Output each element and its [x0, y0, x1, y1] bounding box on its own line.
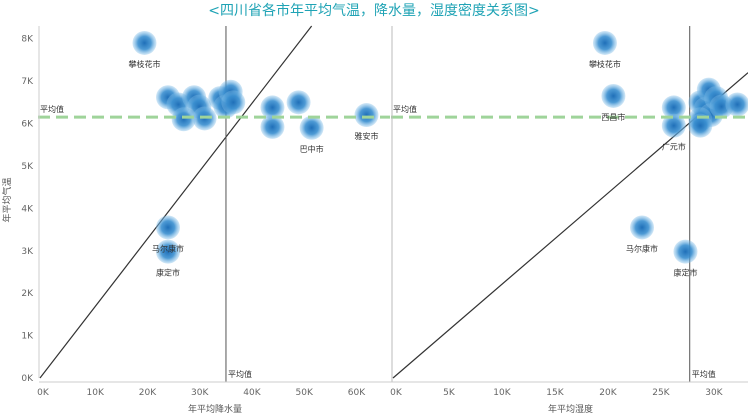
- x-tick-label: 0K: [37, 388, 50, 398]
- bubble-point: [601, 83, 626, 108]
- x-tick-label: 10K: [493, 388, 511, 398]
- average-x-label: 平均值: [228, 369, 252, 379]
- bubble-point: [155, 239, 180, 264]
- bubble-point: [630, 215, 655, 240]
- x-tick-label: 20K: [599, 388, 617, 398]
- x-tick-label: 30K: [191, 388, 209, 398]
- x-axis-label: 年平均降水量: [188, 403, 242, 415]
- bubble-point: [260, 114, 285, 139]
- bubble-point: [299, 115, 324, 140]
- bubble-point: [673, 239, 698, 264]
- point-label: 雅安市: [354, 131, 378, 141]
- x-tick-label: 50K: [296, 388, 314, 398]
- right-panel: 0K 5K 10K 15K 20K 25K 30K年平均湿度平均值平均值攀枝花市西昌市广元市…: [390, 26, 748, 415]
- chart-title: <四川省各市年平均气温，降水量，湿度密度关系图>: [208, 3, 540, 19]
- y-tick-label: 2K: [21, 289, 34, 299]
- y-tick-label: 7K: [21, 77, 34, 87]
- x-tick-label: 5K: [443, 388, 456, 398]
- x-tick-label: 30K: [705, 388, 723, 398]
- point-label: 马尔康市: [152, 243, 184, 253]
- point-label: 广元市: [662, 142, 686, 152]
- point-label: 马尔康市: [626, 243, 658, 253]
- bubble-point: [155, 215, 180, 240]
- bubble-point: [260, 95, 285, 120]
- x-tick-label: 60K: [348, 388, 366, 398]
- average-y-label: 平均值: [40, 104, 64, 114]
- bubble-point: [286, 90, 311, 115]
- point-label: 西昌市: [601, 112, 625, 122]
- y-tick-label: 3K: [21, 247, 34, 257]
- point-label: 康定市: [156, 268, 180, 278]
- trend-line: [39, 25, 313, 379]
- bubble-point: [221, 90, 246, 115]
- point-label: 攀枝花市: [589, 59, 621, 69]
- average-y-label: 平均值: [393, 104, 417, 114]
- x-tick-label: 20K: [139, 388, 157, 398]
- x-tick-label: 40K: [243, 388, 261, 398]
- y-axis-label: 年平均气温: [1, 177, 13, 222]
- y-tick-label: 5K: [21, 162, 34, 172]
- x-tick-label: 15K: [546, 388, 564, 398]
- x-axis-label: 年平均湿度: [548, 403, 593, 415]
- average-x-label: 平均值: [692, 369, 716, 379]
- bubble-point: [661, 113, 686, 138]
- point-label: 巴中市: [300, 144, 324, 154]
- x-tick-label: 25K: [652, 388, 670, 398]
- bubble-point: [354, 103, 379, 128]
- bubble-point: [725, 92, 748, 117]
- y-tick-label: 1K: [21, 332, 34, 342]
- y-tick-label: 6K: [21, 120, 34, 130]
- bubble-point: [132, 30, 157, 55]
- bubble-point: [688, 113, 713, 138]
- x-tick-label: 10K: [87, 388, 105, 398]
- y-tick-label: 8K: [21, 35, 34, 45]
- y-tick-label: 4K: [21, 204, 34, 214]
- y-tick-label: 0K: [21, 374, 34, 384]
- point-label: 康定市: [673, 268, 697, 278]
- point-label: 攀枝花市: [128, 59, 160, 69]
- x-tick-label: 0K: [390, 388, 403, 398]
- left-panel: 0K 1K 2K 3K 4K 5K 6K 7K 8K 0K 10K 20K 30K 40K 50K 60K 年平…: [1, 25, 390, 415]
- bubble-point: [661, 95, 686, 120]
- bubble-point: [592, 30, 617, 55]
